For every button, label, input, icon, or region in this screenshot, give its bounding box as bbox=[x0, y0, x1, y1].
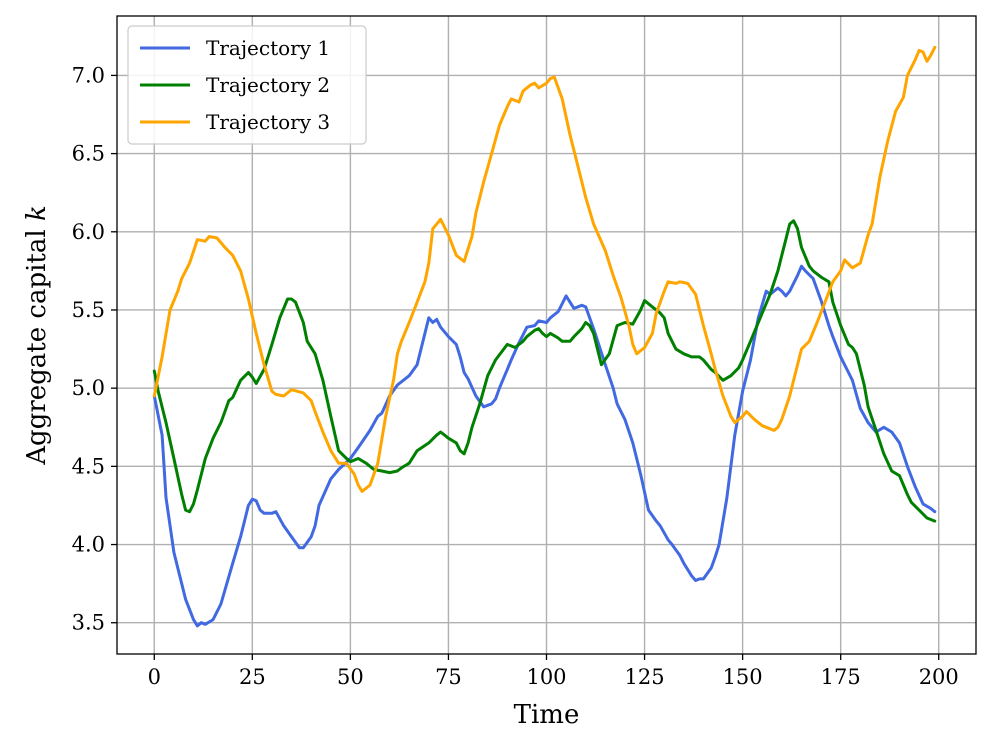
y-tick-label: 5.5 bbox=[72, 298, 105, 322]
y-tick-label: 3.5 bbox=[72, 611, 105, 635]
y-tick-label: 4.0 bbox=[72, 533, 105, 557]
y-tick-label: 6.5 bbox=[72, 142, 105, 166]
y-axis-label-variable: k bbox=[22, 205, 52, 221]
x-tick-label: 200 bbox=[919, 665, 959, 689]
series-lines bbox=[152, 45, 937, 628]
y-axis-label: Aggregate capital k bbox=[22, 205, 52, 465]
legend-label-trajectory-3: Trajectory 3 bbox=[206, 110, 330, 134]
y-tick-label: 4.5 bbox=[72, 454, 105, 478]
x-tick-label: 175 bbox=[821, 665, 861, 689]
y-tick-label: 6.0 bbox=[72, 220, 105, 244]
x-tick-label: 50 bbox=[337, 665, 364, 689]
x-tick-label: 75 bbox=[435, 665, 462, 689]
series-line-trajectory-2 bbox=[152, 219, 937, 523]
legend-box bbox=[127, 25, 367, 145]
series-line-trajectory-1 bbox=[152, 264, 937, 628]
y-axis-label-text: Aggregate capital bbox=[22, 221, 52, 466]
grid bbox=[117, 16, 976, 654]
series-line-trajectory-3 bbox=[152, 45, 937, 493]
legend: Trajectory 1 Trajectory 2 Trajectory 3 bbox=[127, 25, 367, 145]
y-tick-label: 7.0 bbox=[72, 63, 105, 87]
legend-label-trajectory-2: Trajectory 2 bbox=[206, 73, 330, 97]
legend-label-trajectory-1: Trajectory 1 bbox=[206, 36, 330, 60]
ticks: 0 25 50 75 100 125 150 175 200 3.5 4.0 4.5 5.0 5.5 6.0… bbox=[72, 63, 959, 689]
y-tick-label: 5.0 bbox=[72, 376, 105, 400]
x-tick-label: 150 bbox=[723, 665, 763, 689]
x-tick-label: 100 bbox=[526, 665, 566, 689]
x-tick-label: 25 bbox=[239, 665, 266, 689]
x-tick-label: 0 bbox=[148, 665, 161, 689]
x-axis-label: Time bbox=[514, 700, 580, 730]
x-tick-label: 125 bbox=[625, 665, 665, 689]
